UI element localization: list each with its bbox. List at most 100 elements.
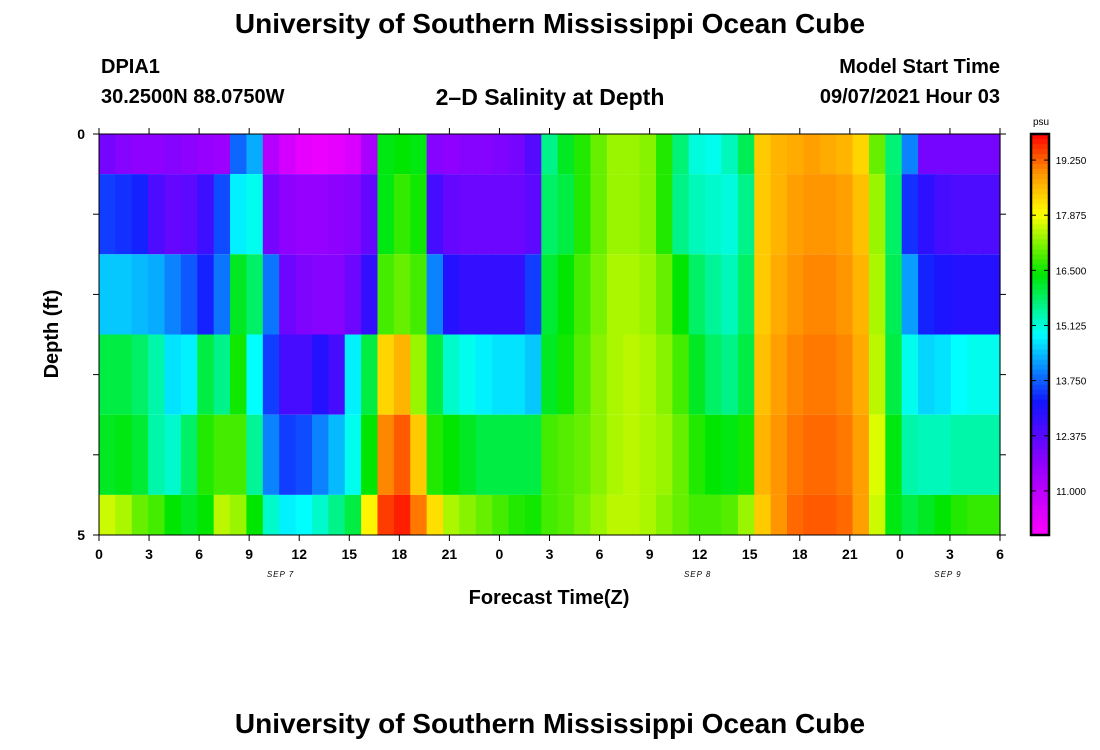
heatmap-cell [885,494,903,535]
day-label: SEP 8 [684,570,711,579]
heatmap-cell [983,414,1001,495]
heatmap-cell [918,334,936,415]
heatmap-cell [115,254,133,335]
heatmap-cell [443,254,460,335]
heatmap-cell [508,494,526,535]
heatmap-cell [606,494,624,535]
colorbar-unit-label: psu [1033,117,1049,128]
heatmap-cell [754,494,772,535]
heatmap-cell [393,134,411,175]
heatmap-cell [868,334,886,415]
heatmap-cell [443,494,460,535]
heatmap-cell [197,334,215,415]
heatmap-cell [164,414,182,495]
heatmap-cell [819,134,837,175]
x-tick-label: 21 [842,546,858,562]
heatmap-cell [868,254,886,335]
x-tick-label: 12 [291,546,307,562]
heatmap-cell [459,174,477,255]
colorbar-segment [1031,164,1049,170]
x-tick-label: 15 [341,546,357,562]
heatmap-cell [803,254,821,335]
heatmap-cell [508,414,526,495]
heatmap-cell [524,414,542,495]
heatmap-cell [410,134,428,175]
colorbar-segment [1031,424,1049,431]
heatmap-cell [934,134,952,175]
x-tick-label: 12 [692,546,708,562]
colorbar-segment [1031,149,1049,155]
colorbar-segment [1031,314,1049,321]
heatmap-cell [197,174,215,255]
heatmap-cell [180,254,198,335]
model-start-time-label: Model Start Time [839,56,1000,78]
heatmap-cell [541,254,559,335]
x-tick-label: 6 [996,546,1004,562]
colorbar-segment [1031,154,1049,160]
heatmap-cell [688,334,706,415]
heatmap-cell [885,254,903,335]
heatmap-cell [279,494,297,535]
colorbar-segment [1031,474,1049,481]
heatmap-cell [377,334,395,415]
heatmap-cell [754,174,772,255]
x-tick-label: 0 [896,546,904,562]
heatmap-cell [557,254,575,335]
heatmap-cell [639,254,657,335]
heatmap-cell [344,134,362,175]
heatmap-cell [606,334,624,415]
heatmap-cell [639,334,657,415]
colorbar-segment [1031,414,1049,421]
colorbar-segment [1031,344,1049,351]
heatmap-cell [967,494,985,535]
main-title: University of Southern Mississippi Ocean… [234,8,866,39]
heatmap-cell [164,134,182,175]
heatmap-cell [262,494,280,535]
heatmap-cell [508,254,526,335]
heatmap-cell [246,174,264,255]
heatmap-cell [262,254,280,335]
heatmap-cell [197,414,215,495]
heatmap-cell [901,174,919,255]
heatmap-cell [705,494,723,535]
heatmap-cell [311,494,329,535]
heatmap-cell [393,334,411,415]
heatmap-cell [885,134,903,175]
heatmap-cell [885,414,903,495]
colorbar-segment [1031,234,1049,240]
heatmap-cell [885,334,903,415]
heatmap-cell [164,174,182,255]
heatmap-cell [803,494,821,535]
heatmap-cell [246,334,264,415]
heatmap-cell [426,174,444,255]
colorbar: 11.000 12.375 13.750 15.125 16.500 17.875 19.2… [1029,132,1087,537]
heatmap-cell [721,334,739,415]
heatmap-cell [131,174,149,255]
heatmap-cell [328,254,346,335]
heatmap-cell [721,414,739,495]
heatmap-cell [246,134,264,175]
heatmap-cell [983,494,1001,535]
colorbar-segment [1031,359,1049,366]
colorbar-segment [1031,294,1049,301]
colorbar-segment [1031,139,1049,145]
colorbar-segment [1031,379,1049,386]
heatmap-cell [574,134,592,175]
heatmap-cell [983,254,1001,335]
heatmap-cell [475,334,493,415]
colorbar-segment [1031,199,1049,205]
heatmap-cell [508,174,526,255]
heatmap-cell [361,134,379,175]
heatmap-cell [574,334,592,415]
heatmap-cell [99,414,116,495]
heatmap-cell [541,334,559,415]
heatmap-cell [541,414,559,495]
heatmap-cell [475,494,493,535]
colorbar-segment [1031,429,1049,436]
heatmap-cell [574,254,592,335]
heatmap-cell [639,174,657,255]
heatmap-cell [655,254,673,335]
heatmap-cell [852,134,870,175]
heatmap-cell [262,414,280,495]
heatmap-cell [574,174,592,255]
